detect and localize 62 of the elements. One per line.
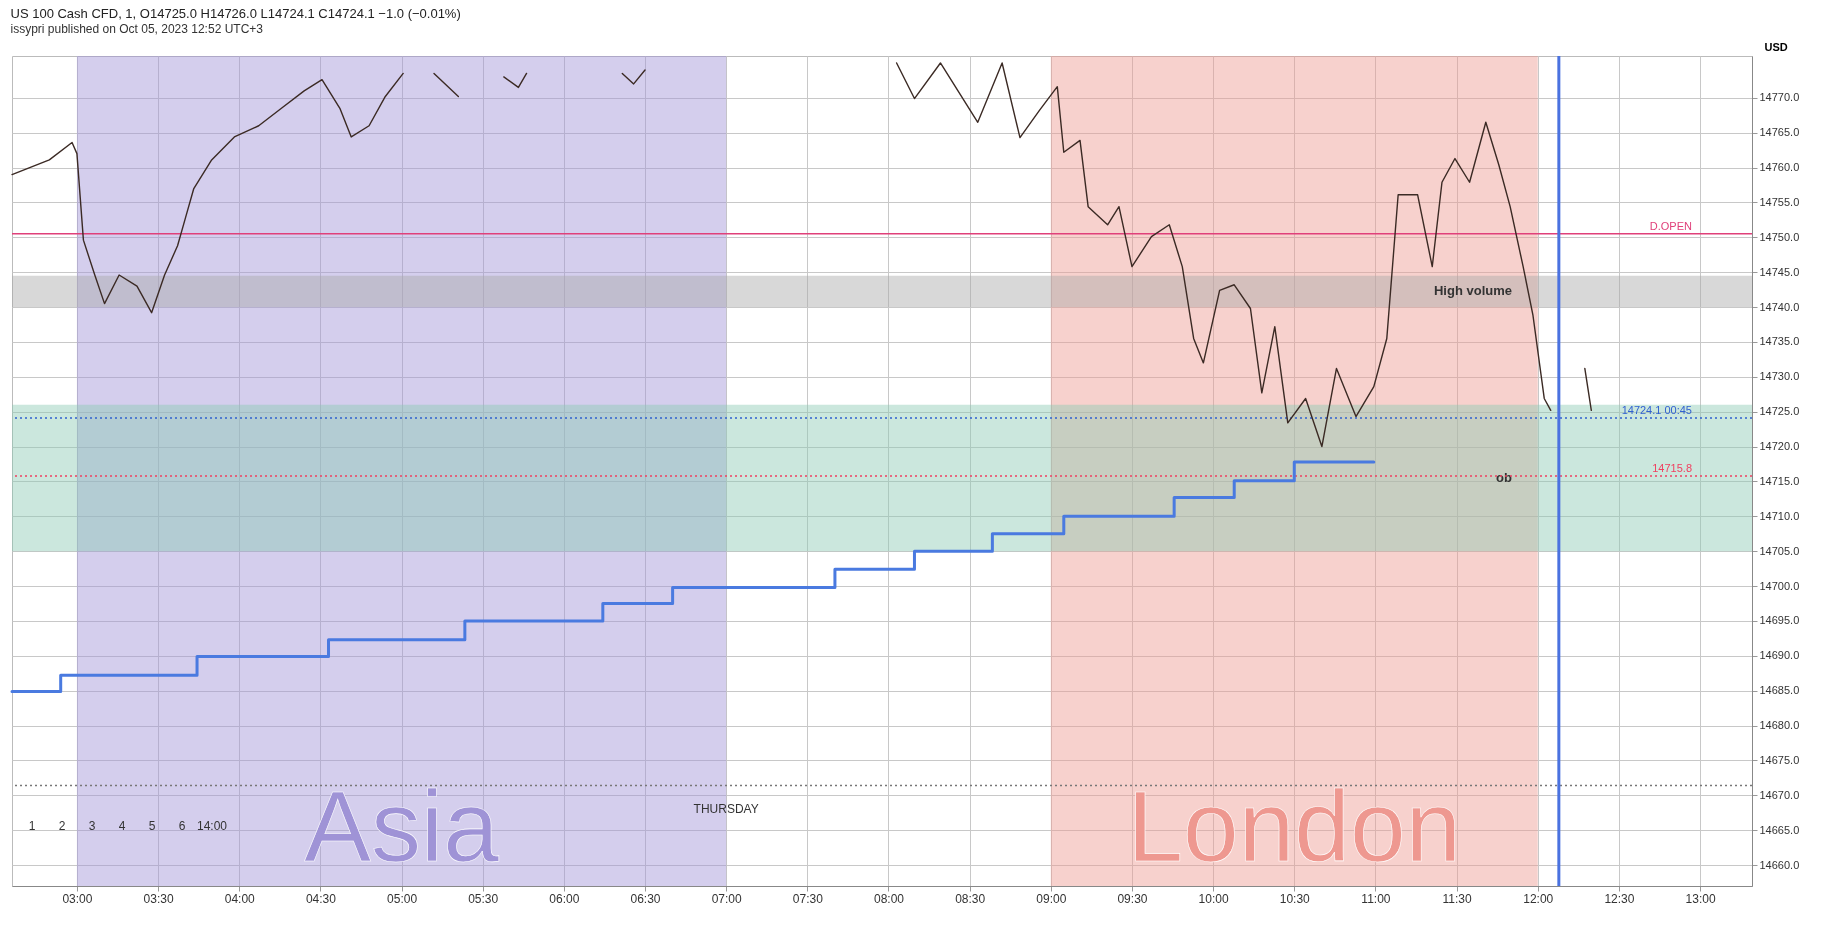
y-tick-label: 14675.0 bbox=[1759, 753, 1800, 766]
x-tick-label: 03:00 bbox=[62, 891, 93, 906]
x-tick-label: 11:00 bbox=[1361, 891, 1391, 906]
annotation: 5 bbox=[148, 819, 156, 833]
annotation: 2 bbox=[58, 819, 66, 833]
ref-line-label: 14724.1 00:45 bbox=[1621, 403, 1692, 416]
ref-line-label: 14715.8 bbox=[1652, 461, 1692, 474]
y-tick-label: 14770.0 bbox=[1759, 91, 1800, 104]
x-tick-label: 12:30 bbox=[1604, 891, 1635, 906]
x-tick-label: 07:00 bbox=[711, 891, 743, 906]
y-tick-label: 14690.0 bbox=[1759, 649, 1800, 662]
x-tick-label: 04:30 bbox=[305, 891, 337, 906]
y-tick-label: 14740.0 bbox=[1759, 300, 1800, 313]
y-tick-label: 14705.0 bbox=[1759, 544, 1800, 557]
annotation: 6 bbox=[178, 819, 186, 833]
x-tick-label: 10:30 bbox=[1279, 891, 1311, 906]
x-tick-label: 07:30 bbox=[792, 891, 824, 906]
annotation: 3 bbox=[88, 819, 96, 833]
y-tick-label: 14720.0 bbox=[1759, 440, 1800, 453]
x-tick-label: 05:30 bbox=[468, 891, 499, 906]
chart-title: US 100 Cash CFD, 1, O14725.0 H14726.0 L14724.1 C14724.1 −1.0 (−0.01%) bbox=[10, 6, 461, 21]
x-tick-label: 10:00 bbox=[1198, 891, 1229, 906]
annotation: THURSDAY bbox=[693, 802, 759, 817]
x-tick-label: 04:00 bbox=[224, 891, 256, 906]
y-tick-label: 14710.0 bbox=[1759, 509, 1800, 522]
x-tick-label: 06:00 bbox=[549, 891, 580, 906]
chart-subtitle: issypri published on Oct 05, 2023 12:52 UTC+3 bbox=[10, 22, 264, 36]
annotation: 14:00 bbox=[196, 819, 228, 833]
ref-line-label: D.OPEN bbox=[1649, 219, 1693, 232]
y-tick-label: 14765.0 bbox=[1759, 126, 1800, 139]
y-tick-label: 14755.0 bbox=[1759, 195, 1800, 208]
y-tick-label: 14730.0 bbox=[1759, 370, 1800, 383]
x-tick-label: 08:30 bbox=[955, 891, 986, 906]
y-tick-label: 14660.0 bbox=[1759, 858, 1800, 871]
x-tick-label: 06:30 bbox=[630, 891, 661, 906]
band-label: Asia bbox=[304, 770, 500, 882]
x-tick-label: 11:30 bbox=[1442, 891, 1472, 906]
annotation: 4 bbox=[118, 819, 126, 833]
y-tick-label: 14745.0 bbox=[1759, 265, 1800, 278]
band-label: London bbox=[1127, 770, 1462, 882]
y-tick-label: 14760.0 bbox=[1759, 161, 1800, 174]
annotation: 1 bbox=[28, 819, 36, 833]
y-tick-label: 14750.0 bbox=[1759, 230, 1800, 243]
y-tick-label: 14670.0 bbox=[1759, 788, 1800, 801]
y-tick-label: 14735.0 bbox=[1759, 335, 1800, 348]
band-label: ob bbox=[1496, 469, 1513, 485]
y-tick-label: 14700.0 bbox=[1759, 579, 1800, 592]
y-tick-label: 14680.0 bbox=[1759, 719, 1800, 732]
band-label: High volume bbox=[1433, 283, 1512, 299]
x-tick-label: 09:30 bbox=[1117, 891, 1148, 906]
x-tick-label: 05:00 bbox=[387, 891, 418, 906]
y-tick-label: 14695.0 bbox=[1759, 614, 1800, 627]
y-tick-label: 14715.0 bbox=[1759, 474, 1800, 487]
x-tick-label: 13:00 bbox=[1685, 891, 1716, 906]
y-tick-label: 14685.0 bbox=[1759, 684, 1800, 697]
x-tick-label: 09:00 bbox=[1036, 891, 1067, 906]
x-tick-label: 03:30 bbox=[143, 891, 174, 906]
x-tick-label: 12:00 bbox=[1523, 891, 1554, 906]
x-tick-label: 08:00 bbox=[873, 891, 905, 906]
y-tick-label: 14665.0 bbox=[1759, 823, 1800, 836]
y-axis-title: USD bbox=[1764, 40, 1788, 53]
y-tick-label: 14725.0 bbox=[1759, 405, 1800, 418]
